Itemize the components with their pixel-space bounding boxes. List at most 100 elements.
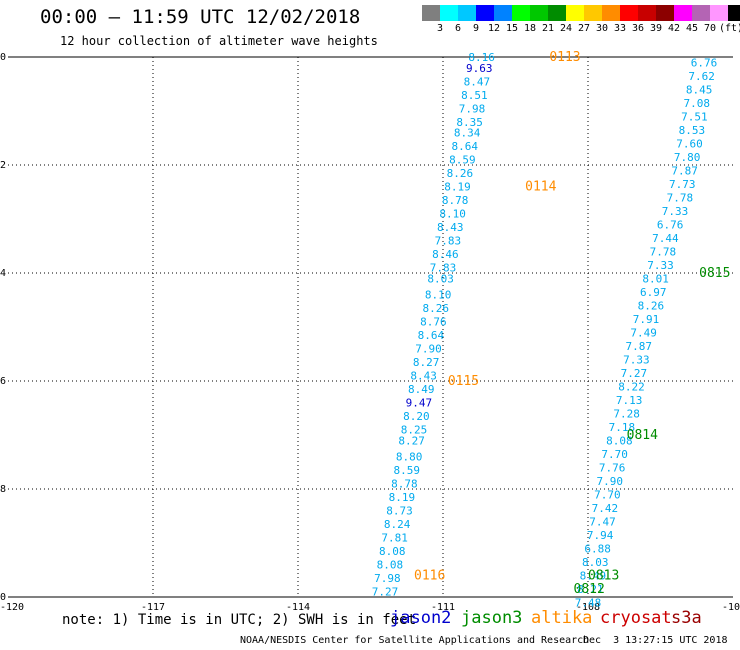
page-title: 00:00 – 11:59 UTC 12/02/2018	[40, 6, 361, 28]
wave-height-value: 9.47	[406, 397, 433, 410]
wave-height-value: 7.83	[435, 235, 462, 248]
longitude-tick-label: -111	[431, 602, 455, 613]
colorbar-label: 9	[472, 23, 480, 34]
wave-height-value: 8.34	[454, 127, 481, 140]
colorbar-swatch	[440, 5, 458, 21]
wave-height-value: 8.46	[432, 248, 459, 261]
wave-height-value: 7.42	[592, 502, 619, 515]
wave-height-value: 7.47	[589, 515, 616, 528]
colorbar	[422, 5, 740, 21]
wave-height-value: 7.87	[671, 164, 698, 177]
colorbar-label: 6	[454, 23, 462, 34]
longitude-tick-label: -120	[0, 602, 24, 613]
wave-height-value: 8.19	[389, 491, 416, 504]
wave-height-value: 8.53	[679, 124, 706, 137]
wave-height-value: 8.49	[408, 383, 435, 396]
wave-height-value: 8.59	[449, 154, 476, 167]
wave-height-value: 8.49	[580, 569, 607, 582]
wave-height-value: 7.62	[688, 70, 715, 83]
colorbar-label: 36	[631, 23, 645, 34]
wave-height-value: 6.97	[640, 286, 667, 299]
wave-height-value: 7.81	[381, 532, 408, 545]
pass-time-label: 0115	[448, 374, 479, 389]
latitude-tick-label: -18	[0, 484, 6, 495]
pass-time-label: 0812	[574, 582, 605, 597]
colorbar-swatch	[620, 5, 638, 21]
wave-height-value: 7.51	[681, 110, 708, 123]
colorbar-swatch	[458, 5, 476, 21]
colorbar-label: 33	[613, 23, 627, 34]
wave-height-value: 7.78	[667, 191, 694, 204]
pass-time-label: 0813	[588, 568, 619, 583]
wave-height-value: 8.26	[638, 299, 665, 312]
wave-height-value: 7.91	[633, 313, 660, 326]
colorbar-swatch	[656, 5, 674, 21]
legend-altika: altika	[531, 608, 593, 628]
wave-height-value: 8.25	[401, 424, 428, 437]
wave-height-value: 7.08	[684, 97, 711, 110]
wave-height-value: 8.76	[420, 316, 447, 329]
latitude-tick-label: -14	[0, 268, 6, 279]
wave-height-value: 7.70	[594, 488, 621, 501]
wave-height-value: 8.21	[577, 583, 604, 596]
wave-height-value: 8.43	[437, 221, 464, 234]
wave-height-value: 8.27	[398, 434, 425, 447]
wave-height-value: 7.60	[676, 137, 703, 150]
wave-height-value: 7.13	[616, 394, 643, 407]
wave-height-value: 6.76	[691, 56, 718, 69]
colorbar-swatch	[584, 5, 602, 21]
colorbar-label: 30	[595, 23, 609, 34]
wave-height-value: 7.33	[662, 205, 689, 218]
latitude-tick-label: -16	[0, 376, 6, 387]
longitude-tick-label: -108	[576, 602, 600, 613]
page-subtitle: 12 hour collection of altimeter wave hei…	[60, 34, 378, 48]
wave-height-value: 7.90	[597, 475, 624, 488]
legend-cryosat: cryosat	[600, 608, 672, 628]
colorbar-swatch	[512, 5, 530, 21]
wave-height-value: 8.35	[456, 116, 483, 129]
colorbar-swatch	[602, 5, 620, 21]
wave-height-value: 7.76	[599, 461, 626, 474]
pass-time-label: 0116	[414, 568, 445, 583]
note-text: note: 1) Time is in UTC; 2) SWH is in fe…	[62, 612, 417, 628]
colorbar-swatch	[638, 5, 656, 21]
wave-height-value: 8.51	[461, 89, 488, 102]
wave-height-value: 7.33	[647, 259, 674, 272]
wave-height-value: 8.43	[410, 370, 437, 383]
colorbar-label: 24	[559, 23, 573, 34]
wave-height-value: 8.24	[384, 518, 411, 531]
colorbar-label: 70	[703, 23, 717, 34]
latitude-tick-label: -10	[0, 52, 6, 63]
credit-text: NOAA/NESDIS Center for Satellite Applica…	[240, 635, 590, 646]
wave-height-value: 8.10	[425, 289, 452, 302]
wave-height-value: 7.18	[609, 421, 636, 434]
wave-height-value: 8.26	[423, 302, 450, 315]
wave-height-value: 8.10	[439, 208, 466, 221]
colorbar-label: 39	[649, 23, 663, 34]
pass-time-label: 0814	[627, 428, 658, 443]
legend-jason2: jason2	[390, 608, 452, 628]
wave-height-value: 7.70	[601, 448, 628, 461]
colorbar-swatch	[674, 5, 692, 21]
wave-height-value: 8.03	[582, 556, 609, 569]
longitude-tick-label: -10	[722, 602, 740, 613]
colorbar-swatch	[566, 5, 584, 21]
longitude-tick-label: -114	[286, 602, 310, 613]
wave-height-value: 7.48	[575, 596, 602, 609]
wave-height-value: 8.73	[386, 505, 413, 518]
legend-jason3: jason3	[461, 608, 523, 628]
wave-height-value: 7.27	[621, 367, 648, 380]
wave-height-value: 8.59	[394, 464, 421, 477]
colorbar-swatch	[422, 5, 440, 21]
wave-height-value: 7.98	[374, 572, 401, 585]
wave-height-value: 8.45	[686, 83, 713, 96]
latitude-tick-label: -12	[0, 160, 6, 171]
wave-height-value: 8.16	[468, 51, 495, 64]
wave-height-value: 6.88	[584, 542, 611, 555]
pass-time-label: 0114	[525, 180, 556, 195]
colorbar-swatch	[728, 5, 740, 21]
wave-height-value: 7.90	[415, 343, 442, 356]
wave-height-value: 6.76	[657, 218, 684, 231]
wave-height-value: 7.33	[623, 353, 650, 366]
timestamp-text: Dec 3 13:27:15 UTC 2018	[583, 635, 728, 646]
